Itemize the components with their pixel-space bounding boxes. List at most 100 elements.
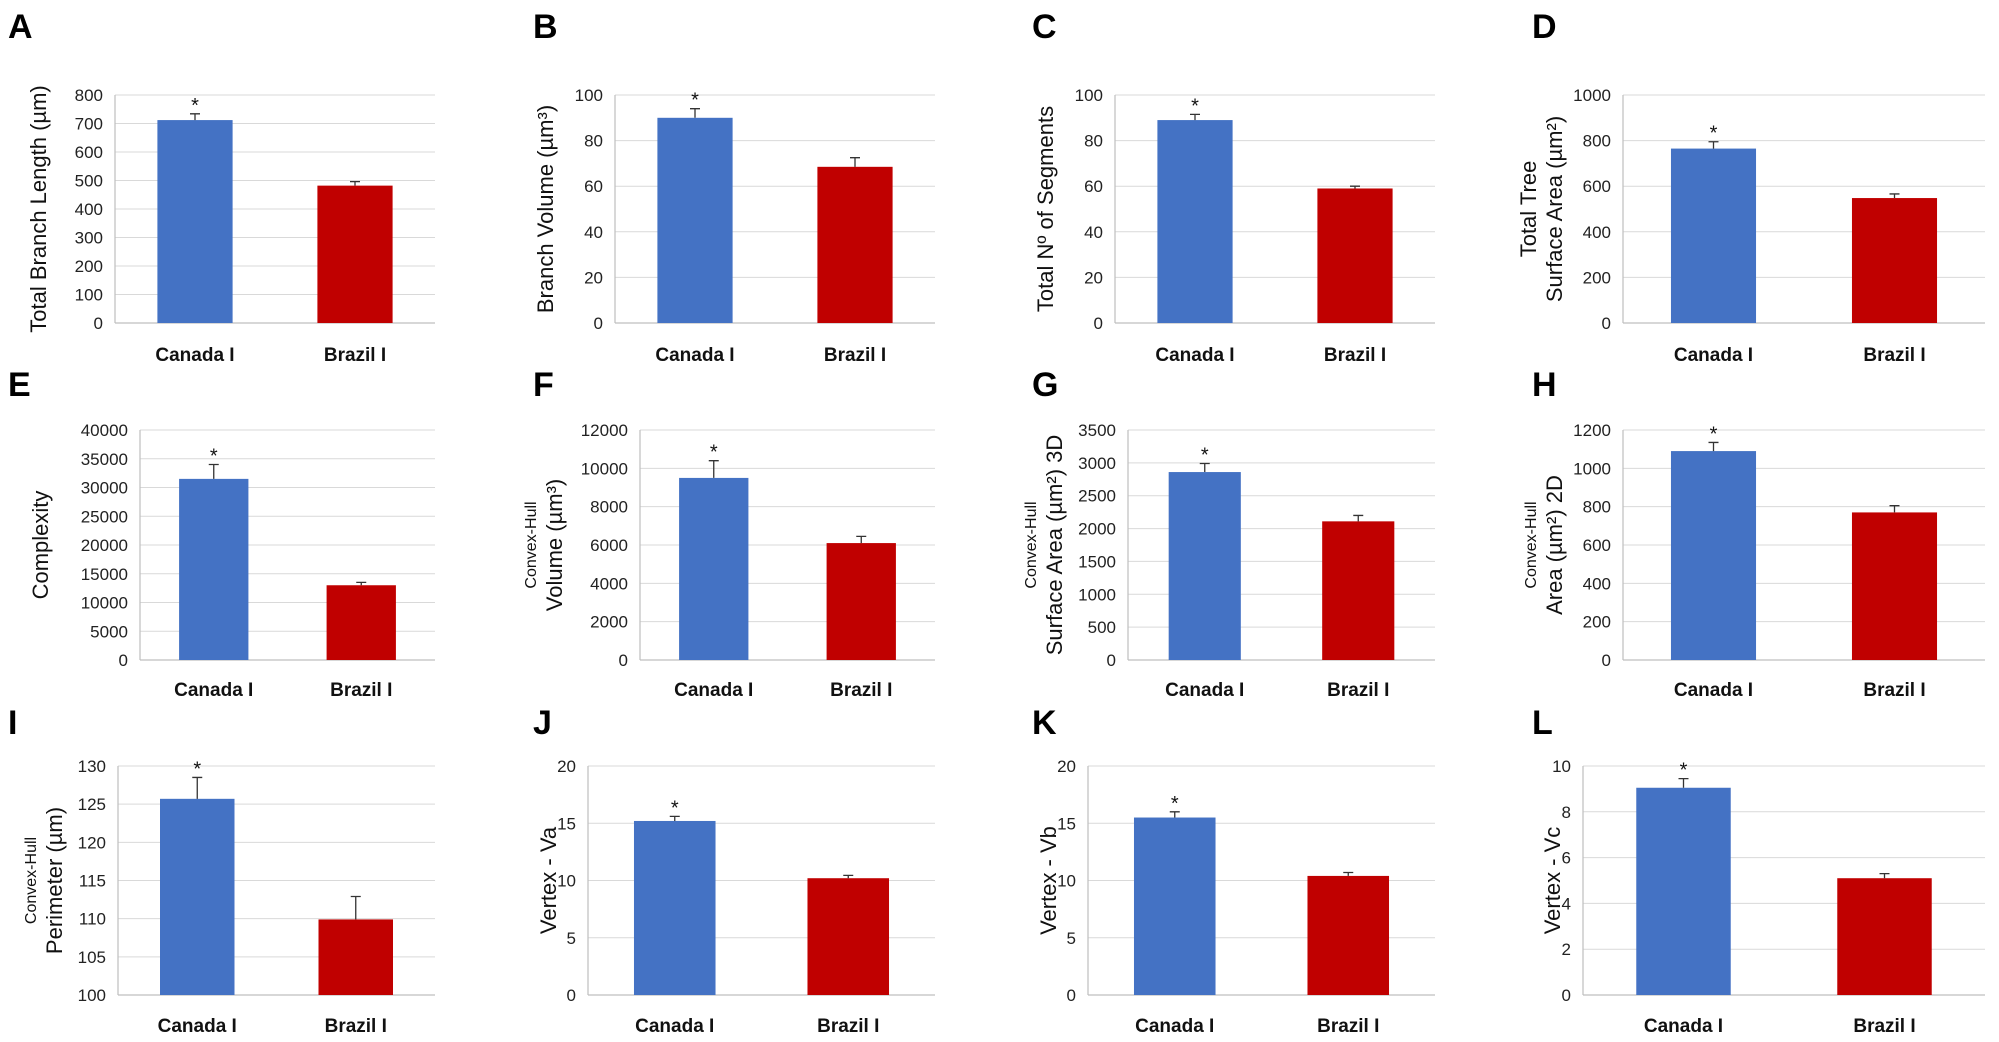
category-label: Brazil I — [824, 345, 886, 366]
y-tick-label: 3500 — [1078, 421, 1116, 440]
y-tick-label: 60 — [584, 177, 603, 196]
significance-marker: * — [191, 95, 199, 117]
bar-brazil — [326, 585, 396, 660]
bar-canada — [1670, 451, 1757, 660]
y-tick-label: 800 — [1583, 132, 1611, 151]
error-bar — [1708, 141, 1719, 149]
y-tick-label: 12000 — [581, 421, 628, 440]
y-tick-label: 0 — [567, 986, 576, 1005]
y-axis-label-line: Total Tree — [1516, 161, 1541, 258]
category-label: Canada I — [674, 680, 753, 701]
bar-canada — [179, 478, 249, 660]
y-tick-label: 0 — [1067, 986, 1076, 1005]
bar-canada — [1670, 148, 1757, 323]
panel-j: J 0 5 10 15 20 * Canada I Brazil I Vertex - Va — [533, 704, 935, 1037]
panel-letter: H — [1532, 366, 1557, 404]
error-bar — [1199, 462, 1210, 473]
panel-l: L 0 2 4 6 8 10 * Canada I Brazil I Vertex - Vc — [1532, 704, 1985, 1037]
y-tick-label: 15 — [1057, 814, 1076, 833]
error-bar — [356, 581, 367, 586]
category-label: Canada I — [155, 345, 234, 366]
y-tick-label: 10 — [1057, 872, 1076, 891]
y-axis-label: Total TreeSurface Area (µm²) — [1516, 116, 1567, 302]
bar-brazil — [1317, 188, 1393, 323]
y-tick-label: 5000 — [90, 622, 128, 641]
bar-brazil — [1307, 875, 1390, 995]
y-tick-label: 100 — [1075, 86, 1103, 105]
y-axis-label: Complexity — [28, 491, 53, 600]
panel-i: I 100 105 110 115 120 125 130 * Canada I Brazil I C… — [8, 704, 435, 1037]
panel-letter: E — [8, 366, 31, 404]
significance-marker: * — [710, 442, 718, 464]
category-label: Brazil I — [325, 1016, 387, 1037]
y-tick-label: 30000 — [81, 479, 128, 498]
category-label: Brazil I — [1863, 345, 1925, 366]
category-label: Brazil I — [1317, 1016, 1379, 1037]
y-tick-label: 2000 — [1078, 520, 1116, 539]
y-tick-label: 80 — [1084, 132, 1103, 151]
error-bar — [1353, 514, 1364, 522]
y-tick-label: 40 — [1084, 223, 1103, 242]
y-axis-label-line: Convex-Hull — [1523, 501, 1540, 588]
bar-canada — [633, 820, 716, 995]
bar-canada — [1133, 817, 1216, 995]
panel-letter: C — [1032, 8, 1057, 46]
bar-brazil — [1851, 512, 1938, 660]
category-label: Brazil I — [324, 345, 386, 366]
bar-canada — [679, 477, 749, 660]
panel-a: A 0 100 200 300 400 500 600 700 800 * Canada I Brazi… — [8, 8, 435, 366]
panel-d: D 0 200 400 600 800 1000 * Canada I Brazil I Total… — [1516, 8, 1985, 366]
bar-brazil — [807, 878, 890, 995]
panel-letter: B — [533, 8, 558, 46]
y-tick-label: 105 — [78, 948, 106, 967]
y-axis-label: Total Nº of Segments — [1033, 106, 1058, 312]
error-bar — [1350, 185, 1360, 189]
y-tick-label: 110 — [79, 910, 106, 929]
y-tick-label: 3000 — [1078, 454, 1116, 473]
y-tick-label: 4 — [1562, 894, 1571, 913]
y-tick-label: 700 — [75, 115, 103, 134]
panel-f: F 0 2000 4000 6000 8000 10000 12000 * Canada I Bra… — [523, 366, 935, 701]
bar-brazil — [318, 919, 393, 995]
category-label: Canada I — [1165, 680, 1244, 701]
y-tick-label: 0 — [1107, 651, 1116, 670]
y-axis-label-line: Surface Area (µm²) 3D — [1042, 435, 1067, 656]
y-axis-label-line: Area (µm²) 2D — [1542, 475, 1567, 615]
y-tick-label: 0 — [119, 651, 128, 670]
y-tick-label: 400 — [1583, 223, 1611, 242]
significance-marker: * — [1191, 95, 1199, 117]
panel-letter: A — [8, 8, 33, 46]
y-tick-label: 1500 — [1078, 552, 1116, 571]
y-tick-label: 125 — [78, 795, 106, 814]
y-tick-label: 80 — [584, 132, 603, 151]
category-label: Canada I — [1155, 345, 1234, 366]
y-tick-label: 0 — [1602, 314, 1611, 333]
panel-letter: K — [1032, 704, 1057, 742]
panel-letter: D — [1532, 8, 1557, 46]
y-tick-label: 40000 — [81, 421, 128, 440]
significance-marker: * — [691, 90, 699, 112]
category-label: Brazil I — [1863, 680, 1925, 701]
y-tick-label: 300 — [75, 229, 103, 248]
category-label: Brazil I — [830, 680, 892, 701]
y-tick-label: 2500 — [1078, 487, 1116, 506]
y-tick-label: 0 — [1094, 314, 1103, 333]
y-tick-label: 10 — [557, 872, 576, 891]
y-tick-label: 10000 — [581, 459, 628, 478]
y-tick-label: 0 — [1562, 986, 1571, 1005]
y-axis-label: Convex-HullSurface Area (µm²) 3D — [1023, 435, 1067, 656]
y-tick-label: 400 — [1583, 574, 1611, 593]
y-tick-label: 100 — [575, 86, 603, 105]
y-tick-label: 35000 — [81, 450, 128, 469]
y-axis-label-line: Convex-Hull — [523, 501, 540, 588]
y-tick-label: 100 — [78, 986, 106, 1005]
y-tick-label: 2 — [1562, 940, 1571, 959]
y-tick-label: 1000 — [1078, 585, 1116, 604]
error-bar — [1678, 777, 1689, 788]
error-bar — [350, 180, 360, 186]
bar-brazil — [317, 185, 393, 323]
y-tick-label: 500 — [75, 172, 103, 191]
y-tick-label: 20000 — [81, 536, 128, 555]
error-bar — [690, 108, 700, 118]
y-tick-label: 6 — [1562, 849, 1571, 868]
